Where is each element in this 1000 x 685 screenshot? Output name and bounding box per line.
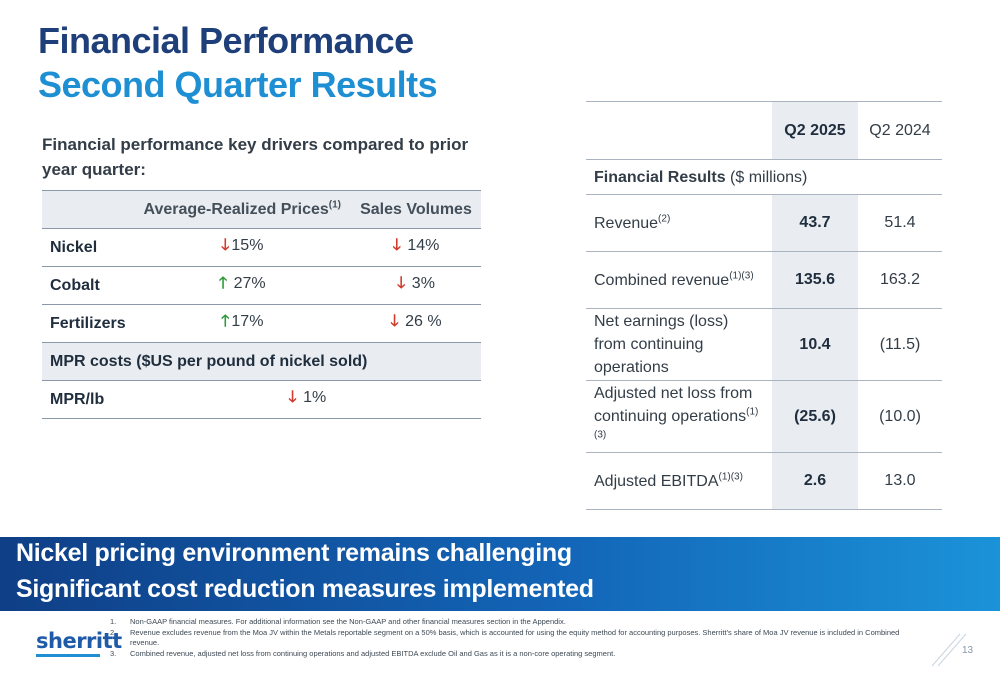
volume-change: 🡓 26 %: [350, 304, 481, 343]
decorative-lines-icon: [931, 633, 967, 667]
page-subtitle: Second Quarter Results: [38, 64, 438, 105]
header-avg-realized-prices: Average-Realized Prices(1): [133, 190, 351, 229]
footnote: 3. Combined revenue, adjusted net loss fr…: [110, 649, 616, 658]
price-change: 🡑 27%: [133, 266, 351, 305]
driver-row-mpr: MPR/lb 🡓 1%: [42, 380, 481, 419]
price-change: 🡑 17%: [133, 304, 351, 343]
value-2024: (11.5): [858, 308, 942, 381]
row-label: Cobalt: [42, 266, 134, 305]
value-2024: 163.2: [858, 251, 942, 309]
row-label: Adjusted EBITDA(1)(3): [586, 452, 772, 510]
header-q2-2025: Q2 2025: [772, 101, 858, 160]
row-label: Revenue(2): [586, 194, 772, 252]
up-arrow-icon: 🡑: [218, 275, 228, 292]
fin-row-combined-revenue: Combined revenue(1)(3) 135.6 163.2: [586, 251, 942, 309]
row-label: Fertilizers: [42, 304, 134, 343]
banner-line-1: Nickel pricing environment remains chall…: [16, 539, 572, 567]
driver-row-fertilizers: Fertilizers 🡑 17% 🡓 26 %: [42, 304, 481, 343]
fin-section-label: Financial Results ($ millions): [586, 159, 942, 195]
driver-row-nickel: Nickel 🡓 15% 🡓 14%: [42, 228, 481, 267]
logo-underline: [36, 654, 100, 657]
financial-results-table: Q2 2025 Q2 2024 Financial Results ($ mil…: [586, 101, 942, 510]
footnote: 2. Revenue excludes revenue from the Moa …: [110, 628, 900, 647]
mpr-change: 🡓 1%: [133, 380, 481, 419]
key-drivers-table: Average-Realized Prices(1) Sales Volumes…: [42, 190, 481, 419]
banner-line-2: Significant cost reduction measures impl…: [16, 575, 594, 603]
fin-row-revenue: Revenue(2) 43.7 51.4: [586, 194, 942, 252]
volume-change: 🡓 14%: [350, 228, 481, 267]
value-2025: 2.6: [772, 452, 858, 510]
driver-row-cobalt: Cobalt 🡑 27% 🡓 3%: [42, 266, 481, 305]
row-label: Nickel: [42, 228, 134, 267]
value-2025: 10.4: [772, 308, 858, 381]
page-title: Financial Performance: [38, 20, 414, 61]
fin-row-adjusted-net-loss: Adjusted net loss from continuing operat…: [586, 380, 942, 453]
down-arrow-icon: 🡓: [392, 237, 401, 254]
page-number: 13: [962, 645, 974, 656]
header-blank: [586, 101, 772, 160]
highlight-banner: Nickel pricing environment remains chall…: [0, 537, 1000, 611]
drivers-title: Financial performance key drivers compar…: [42, 135, 469, 179]
header-sales-volumes: Sales Volumes: [350, 190, 481, 229]
value-2024: (10.0): [858, 380, 942, 453]
volume-change: 🡓 3%: [350, 266, 481, 305]
value-2025: (25.6): [772, 380, 858, 453]
down-arrow-icon: 🡓: [390, 313, 399, 330]
mpr-section-row: MPR costs ($US per pound of nickel sold): [42, 342, 481, 381]
footnote: 1. Non-GAAP financial measures. For addit…: [110, 617, 566, 626]
row-label: Combined revenue(1)(3): [586, 251, 772, 309]
fin-section-row: Financial Results ($ millions): [586, 159, 942, 195]
up-arrow-icon: 🡑: [221, 313, 230, 330]
header-blank: [42, 190, 134, 229]
fin-header-row: Q2 2025 Q2 2024: [586, 101, 942, 160]
key-drivers-header-row: Average-Realized Prices(1) Sales Volumes: [42, 190, 481, 229]
header-q2-2024: Q2 2024: [858, 101, 942, 160]
price-change: 🡓 15%: [133, 228, 351, 267]
down-arrow-icon: 🡓: [397, 275, 406, 292]
row-label: Adjusted net loss from continuing operat…: [586, 380, 772, 453]
fin-row-adjusted-ebitda: Adjusted EBITDA(1)(3) 2.6 13.0: [586, 452, 942, 510]
mpr-section-label: MPR costs ($US per pound of nickel sold): [42, 342, 481, 381]
value-2024: 51.4: [858, 194, 942, 252]
value-2025: 43.7: [772, 194, 858, 252]
down-arrow-icon: 🡓: [221, 237, 230, 254]
fin-row-net-earnings: Net earnings (loss) from continuing oper…: [586, 308, 942, 381]
value-2024: 13.0: [858, 452, 942, 510]
row-label: MPR/lb: [42, 380, 134, 419]
value-2025: 135.6: [772, 251, 858, 309]
down-arrow-icon: 🡓: [288, 389, 297, 406]
footnotes: 1. Non-GAAP financial measures. For addit…: [110, 617, 930, 660]
sherritt-logo: sherritt: [36, 629, 122, 653]
row-label: Net earnings (loss) from continuing oper…: [586, 308, 772, 381]
